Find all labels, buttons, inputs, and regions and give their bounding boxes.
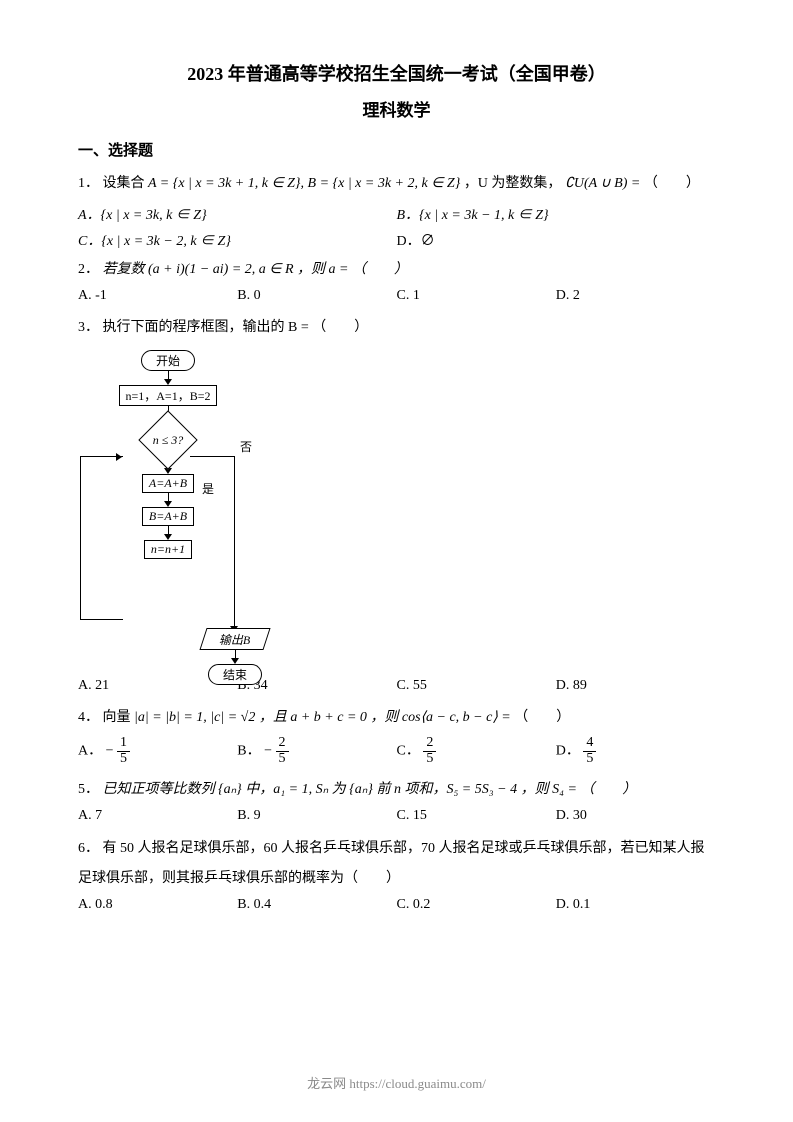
q4-optD-num: 4: [583, 736, 596, 752]
question-1: 1． 设集合 A = {x | x = 3k + 1, k ∈ Z}, B = …: [78, 170, 715, 198]
q3-text: 执行下面的程序框图，输出的 B = （ ）: [103, 320, 369, 335]
q5-optD: D. 30: [556, 808, 715, 824]
q2-optB: B. 0: [237, 288, 396, 304]
q5-options: A. 7 B. 9 C. 15 D. 30: [78, 808, 715, 824]
q4-expr: |a| = |b| = 1, |c| = √2 ，且 a + b + c = 0…: [134, 710, 511, 725]
flow-stepA: A=A+B: [142, 474, 194, 493]
q4-number: 4．: [78, 710, 99, 725]
q4-lead: 向量: [103, 710, 135, 725]
q2-text: 若复数 (a + i)(1 − ai) = 2, a ∈ R ，则 a = （ …: [103, 262, 408, 277]
q1-mid: ，U 为整数集，: [464, 176, 562, 191]
flow-init-label: n=1，A=1，B=2: [126, 389, 211, 403]
q4-optA-den: 5: [117, 752, 130, 767]
flow-no-label: 否: [240, 438, 252, 455]
flow-edge: [168, 526, 169, 534]
q5-optC: C. 15: [397, 808, 556, 824]
flow-edge: [235, 650, 236, 658]
q4-optA-sign: −: [106, 743, 114, 758]
q1-optB: B．{x | x = 3k − 1, k ∈ Z}: [397, 204, 716, 224]
q4-optB-den: 5: [276, 752, 289, 767]
q2-options: A. -1 B. 0 C. 1 D. 2: [78, 288, 715, 304]
q2-optA: A. -1: [78, 288, 237, 304]
q1-optA: A．{x | x = 3k, k ∈ Z}: [78, 204, 397, 224]
q4-options: A． − 15 B． − 25 C． 25 D． 45: [78, 736, 715, 766]
q6-optB: B. 0.4: [237, 897, 396, 913]
q1-options-row1: A．{x | x = 3k, k ∈ Z} B．{x | x = 3k − 1,…: [78, 204, 715, 224]
question-6: 6． 有 50 人报名足球俱乐部，60 人报名乒乓球俱乐部，70 人报名足球或乒…: [78, 834, 715, 893]
flow-end: 结束: [208, 664, 262, 685]
q1-blank: （ ）: [644, 176, 700, 191]
question-5: 5． 已知正项等比数列 {aₙ} 中，a₁ = 1, Sₙ 为 {aₙ} 前 n…: [78, 776, 715, 804]
flow-yes-label: 是: [202, 480, 214, 497]
page-footer: 龙云网 https://cloud.guaimu.com/: [0, 1073, 793, 1092]
section-heading: 一、选择题: [78, 139, 715, 160]
flow-output: 输出B: [199, 628, 270, 650]
q2-number: 2．: [78, 262, 99, 277]
exam-subtitle: 理科数学: [78, 96, 715, 121]
flow-edge: [168, 371, 169, 379]
page: 2023 年普通高等学校招生全国统一考试（全国甲卷） 理科数学 一、选择题 1．…: [0, 0, 793, 1122]
q3-optD: D. 89: [556, 678, 715, 694]
q6-optA: A. 0.8: [78, 897, 237, 913]
q4-optC-den: 5: [423, 752, 436, 767]
q4-optB-sign: −: [264, 743, 272, 758]
flow-stepN: n=n+1: [144, 540, 192, 559]
q4-optC: C． 25: [397, 736, 556, 766]
q5-optB: B. 9: [237, 808, 396, 824]
q2-optD: D. 2: [556, 288, 715, 304]
question-2: 2． 若复数 (a + i)(1 − ai) = 2, a ∈ R ，则 a =…: [78, 256, 715, 284]
q4-optD: D． 45: [556, 736, 715, 766]
q4-optC-num: 2: [423, 736, 436, 752]
q1-expr: A = {x | x = 3k + 1, k ∈ Z}, B = {x | x …: [148, 176, 460, 191]
exam-title: 2023 年普通高等学校招生全国统一考试（全国甲卷）: [78, 60, 715, 86]
question-3: 3． 执行下面的程序框图，输出的 B = （ ）: [78, 314, 715, 342]
q4-optD-prefix: D．: [556, 743, 580, 758]
q5-number: 5．: [78, 782, 99, 797]
q4-optA-prefix: A．: [78, 743, 102, 758]
flow-decision-label: n ≤ 3?: [133, 420, 203, 460]
q1-optC: C．{x | x = 3k − 2, k ∈ Z}: [78, 230, 397, 250]
q1-optD: D．∅: [397, 230, 716, 250]
q4-optA: A． − 15: [78, 736, 237, 766]
q6-options: A. 0.8 B. 0.4 C. 0.2 D. 0.1: [78, 897, 715, 913]
q6-number: 6．: [78, 841, 99, 856]
q3-options: A. 21 B. 34 C. 55 D. 89: [78, 678, 715, 694]
flow-stepB: B=A+B: [142, 507, 194, 526]
q5-text: 已知正项等比数列 {aₙ} 中，a₁ = 1, Sₙ 为 {aₙ} 前 n 项和…: [103, 782, 637, 797]
q4-optA-num: 1: [117, 736, 130, 752]
q6-text: 有 50 人报名足球俱乐部，60 人报名乒乓球俱乐部，70 人报名足球或乒乓球俱…: [78, 841, 705, 885]
q4-optB-num: 2: [276, 736, 289, 752]
q1-tail: ∁U(A ∪ B) =: [565, 176, 640, 191]
question-4: 4． 向量 |a| = |b| = 1, |c| = √2 ，且 a + b +…: [78, 704, 715, 732]
q2-optC: C. 1: [397, 288, 556, 304]
q5-optA: A. 7: [78, 808, 237, 824]
q4-blank: （ ）: [514, 710, 570, 725]
q6-optC: C. 0.2: [397, 897, 556, 913]
flow-start: 开始: [141, 350, 195, 371]
q1-lead: 设集合: [103, 176, 149, 191]
flow-decision: n ≤ 3?: [133, 420, 203, 460]
q1-number: 1．: [78, 176, 99, 191]
q3-optC: C. 55: [397, 678, 556, 694]
q4-optD-den: 5: [583, 752, 596, 767]
flow-init: n=1，A=1，B=2: [119, 385, 218, 406]
q4-optB: B． − 25: [237, 736, 396, 766]
flow-edge: [168, 493, 169, 501]
q1-options-row2: C．{x | x = 3k − 2, k ∈ Z} D．∅: [78, 230, 715, 250]
q3-number: 3．: [78, 320, 99, 335]
q6-optD: D. 0.1: [556, 897, 715, 913]
flow-output-label: 输出B: [219, 631, 250, 648]
q4-optC-prefix: C．: [397, 743, 420, 758]
q4-optB-prefix: B．: [237, 743, 260, 758]
q3-flowchart: 开始 n=1，A=1，B=2 n ≤ 3? 是 否 A=A+B B=A+B n=…: [78, 350, 248, 670]
